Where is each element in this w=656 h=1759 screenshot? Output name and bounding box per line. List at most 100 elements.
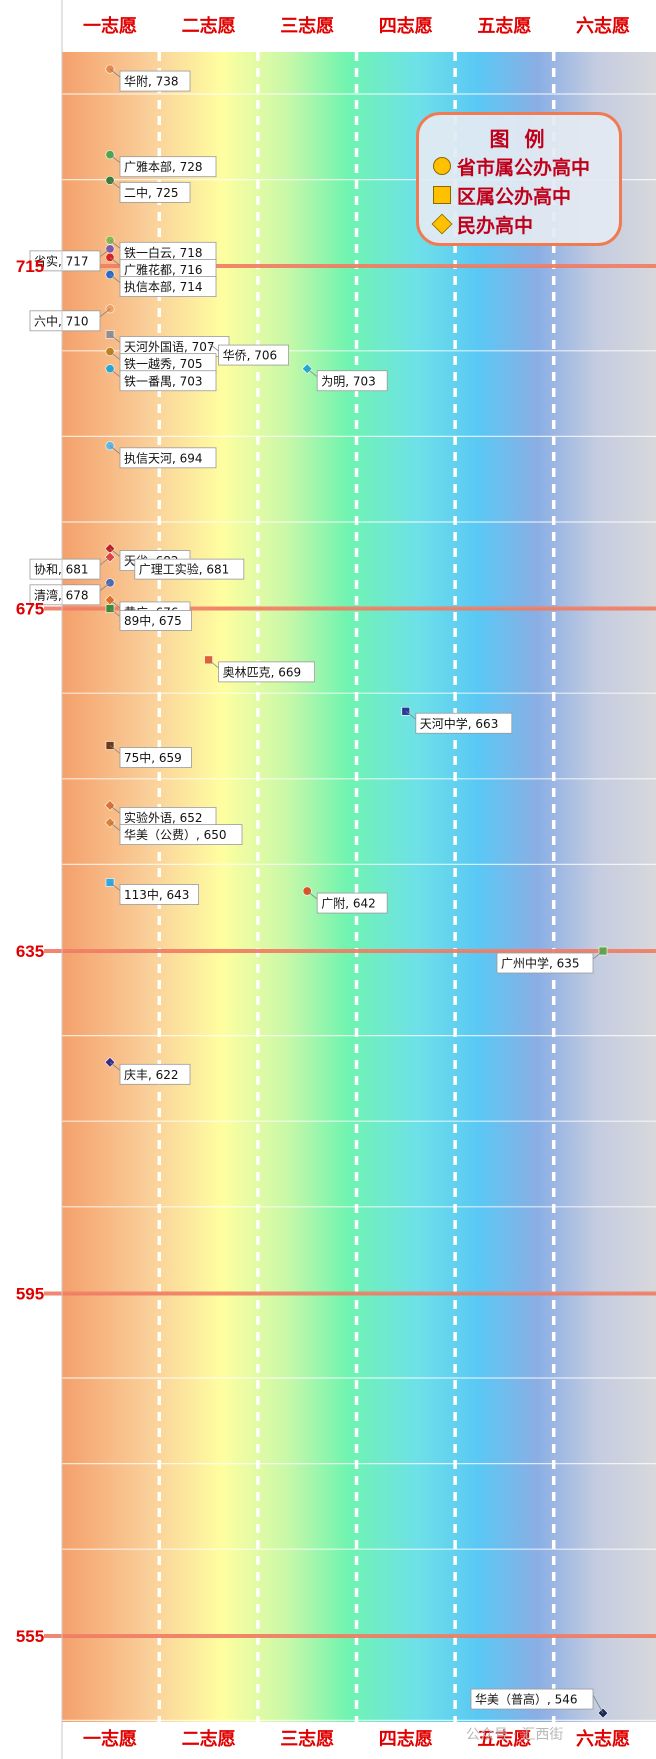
label-box — [29, 250, 101, 272]
label-box — [316, 370, 388, 392]
x-tick-label: 三志愿 — [280, 1728, 334, 1750]
data-label-text: 华附, 738 — [124, 75, 179, 89]
label-box — [119, 156, 217, 178]
data-label-text: 为明, 703 — [321, 374, 376, 388]
data-label-text: 铁一白云, 718 — [124, 245, 203, 260]
data-label: 六中, 710 — [29, 308, 111, 332]
leader-line — [99, 308, 111, 318]
data-label: 华附, 738 — [109, 68, 191, 92]
data-label: 协和, 681 — [29, 556, 111, 580]
data-label: 广雅本部, 728 — [109, 154, 217, 178]
legend-label: 省市属公办高中 — [457, 156, 591, 179]
legend: 图 例 省市属公办高中 区属公办高中 民办高中 — [416, 112, 622, 246]
data-label-text: 铁一番禺, 703 — [124, 374, 203, 388]
label-box — [119, 824, 243, 845]
data-label-text: 广雅花都, 716 — [124, 262, 203, 277]
square-marker-icon — [433, 186, 451, 204]
data-label-text: 89中, 675 — [124, 613, 182, 628]
leader-line — [592, 1694, 604, 1714]
leader-line — [109, 822, 121, 831]
label-box — [496, 952, 594, 974]
label-box — [218, 661, 316, 683]
legend-label: 民办高中 — [457, 214, 534, 237]
data-labels: 华附, 738 广雅本部, 728 二中, 725 铁一白云, 718 省实, 717 广… — [29, 68, 604, 1714]
data-label-text: 铁一越秀, 705 — [124, 357, 203, 371]
axes: 715675635595555一志愿一志愿二志愿二志愿三志愿三志愿四志愿四志愿五… — [16, 0, 630, 1759]
data-label: 89中, 675 — [109, 608, 192, 631]
data-label-text: 113中, 643 — [124, 887, 189, 902]
leader-line — [99, 248, 111, 258]
leader-line — [109, 351, 121, 360]
data-label: 广理工实验, 681 — [124, 556, 245, 580]
leader-line — [124, 556, 136, 566]
circle-marker-icon — [433, 157, 451, 175]
data-label-text: 广州中学, 635 — [501, 956, 580, 971]
data-label-text: 广附, 642 — [321, 897, 376, 911]
x-tick-label: 一志愿 — [83, 15, 137, 37]
data-label: 二中, 725 — [109, 180, 191, 203]
x-tick-label: 一志愿 — [83, 1728, 137, 1750]
label-box — [119, 276, 217, 297]
data-label: 执信本部, 714 — [109, 274, 217, 297]
data-label-text: 华侨, 706 — [223, 349, 278, 363]
label-box — [29, 310, 101, 332]
leader-line — [109, 274, 121, 283]
leader-line — [109, 599, 121, 609]
data-label: 执信天河, 694 — [109, 445, 217, 469]
legend-label: 区属公办高中 — [457, 185, 572, 208]
x-tick-label: 四志愿 — [379, 15, 433, 37]
data-label-text: 天河外国语, 707 — [124, 340, 215, 354]
x-tick-label: 二志愿 — [182, 15, 236, 37]
data-label-text: 执信天河, 694 — [124, 451, 203, 465]
leader-line — [109, 445, 121, 455]
label-box — [316, 892, 388, 914]
leader-line — [109, 257, 121, 266]
x-tick-label: 五志愿 — [477, 1728, 531, 1750]
label-box — [218, 344, 290, 366]
leader-line — [109, 180, 121, 189]
data-label-text: 实验外语, 652 — [124, 810, 203, 825]
y-tick-label: 595 — [16, 1285, 44, 1304]
label-box — [119, 747, 192, 768]
x-tick-label: 六志愿 — [576, 15, 630, 37]
leader-line — [306, 368, 318, 378]
legend-title: 图 例 — [489, 127, 549, 151]
leader-line — [109, 334, 121, 343]
label-box — [119, 447, 217, 469]
leader-line — [109, 548, 121, 557]
data-label: 广附, 642 — [306, 890, 388, 914]
leader-line — [109, 1062, 121, 1071]
leader-line — [109, 882, 121, 891]
data-label: 华美（普高）, 546 — [470, 1688, 604, 1714]
label-box — [119, 370, 217, 392]
leader-line — [109, 608, 121, 617]
y-tick-label: 555 — [16, 1627, 44, 1646]
data-label: 113中, 643 — [109, 882, 199, 905]
data-label-text: 华美（普高）, 546 — [475, 1692, 578, 1707]
label-box — [119, 884, 199, 905]
data-label: 实验外语, 652 — [109, 805, 217, 828]
leader-line — [99, 556, 111, 566]
data-label: 天河中学, 663 — [405, 710, 513, 734]
label-box — [134, 558, 245, 580]
legend-item-private: 民办高中 — [431, 211, 534, 237]
y-tick-label: 675 — [16, 600, 44, 619]
x-tick-label: 五志愿 — [477, 15, 531, 37]
data-label: 华侨, 706 — [208, 342, 290, 366]
data-label: 铁一番禺, 703 — [109, 368, 217, 392]
y-tick-label: 635 — [16, 942, 44, 961]
diamond-marker-icon — [431, 213, 453, 235]
label-box — [29, 558, 101, 580]
data-label: 为明, 703 — [306, 368, 388, 392]
leader-line — [592, 950, 604, 960]
x-tick-label: 三志愿 — [280, 15, 334, 37]
data-label-text: 庆丰, 622 — [124, 1068, 179, 1082]
data-label-text: 75中, 659 — [124, 750, 182, 765]
x-tick-label: 四志愿 — [379, 1728, 433, 1750]
data-label: 铁一越秀, 705 — [109, 351, 217, 375]
label-box — [119, 181, 191, 203]
data-label-text: 清湾, 678 — [34, 587, 89, 602]
data-label-text: 天河中学, 663 — [420, 716, 499, 731]
label-box — [29, 584, 101, 606]
